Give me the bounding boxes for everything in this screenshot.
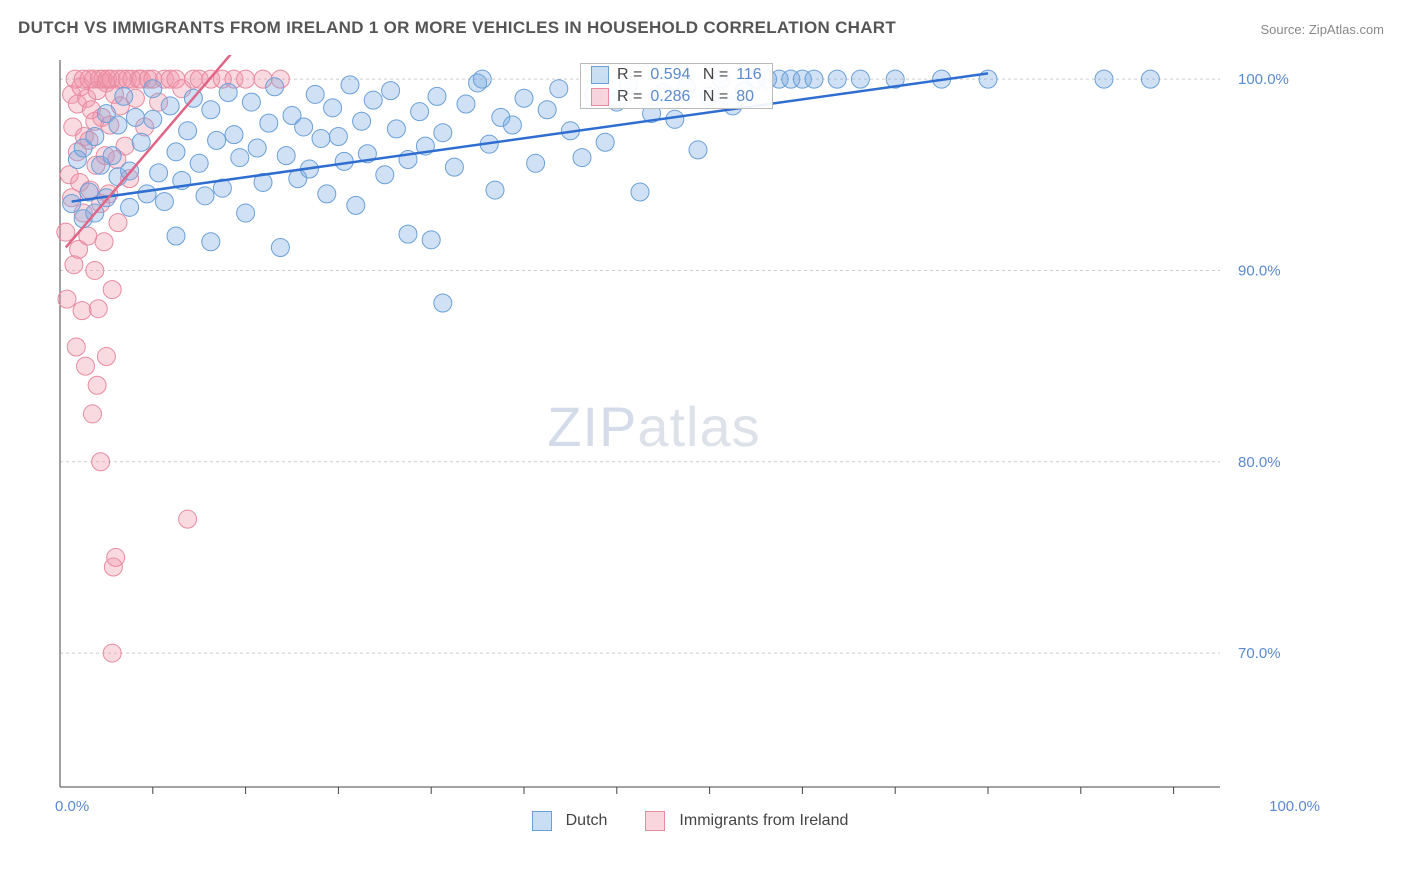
legend-label-pink: Immigrants from Ireland	[679, 812, 848, 830]
stats-row-blue: R = 0.594 N = 116	[581, 64, 772, 86]
swatch-pink-icon	[645, 811, 665, 831]
n-label: N =	[698, 88, 728, 106]
swatch-pink-icon	[591, 88, 609, 106]
n-value-blue: 116	[736, 66, 762, 84]
r-value-blue: 0.594	[650, 66, 690, 84]
series-legend: Dutch Immigrants from Ireland	[50, 811, 1330, 831]
svg-text:90.0%: 90.0%	[1238, 262, 1281, 279]
n-label: N =	[698, 66, 728, 84]
svg-text:80.0%: 80.0%	[1238, 454, 1281, 471]
r-value-pink: 0.286	[650, 88, 690, 106]
r-label: R =	[617, 88, 642, 106]
legend-label-blue: Dutch	[566, 812, 608, 830]
stats-legend: R = 0.594 N = 116 R = 0.286 N = 80	[580, 63, 773, 109]
swatch-blue-icon	[532, 811, 552, 831]
scatter-plot: 70.0%80.0%90.0%100.0%0.0%100.0%	[50, 55, 1330, 827]
swatch-blue-icon	[591, 66, 609, 84]
n-value-pink: 80	[736, 88, 754, 106]
stats-row-pink: R = 0.286 N = 80	[581, 86, 772, 108]
svg-text:70.0%: 70.0%	[1238, 645, 1281, 662]
source-label: Source: ZipAtlas.com	[1260, 22, 1384, 37]
svg-text:100.0%: 100.0%	[1238, 71, 1289, 88]
chart-title: DUTCH VS IMMIGRANTS FROM IRELAND 1 OR MO…	[18, 18, 896, 38]
r-label: R =	[617, 66, 642, 84]
chart-area: 70.0%80.0%90.0%100.0%0.0%100.0% ZIPatlas…	[50, 55, 1330, 827]
